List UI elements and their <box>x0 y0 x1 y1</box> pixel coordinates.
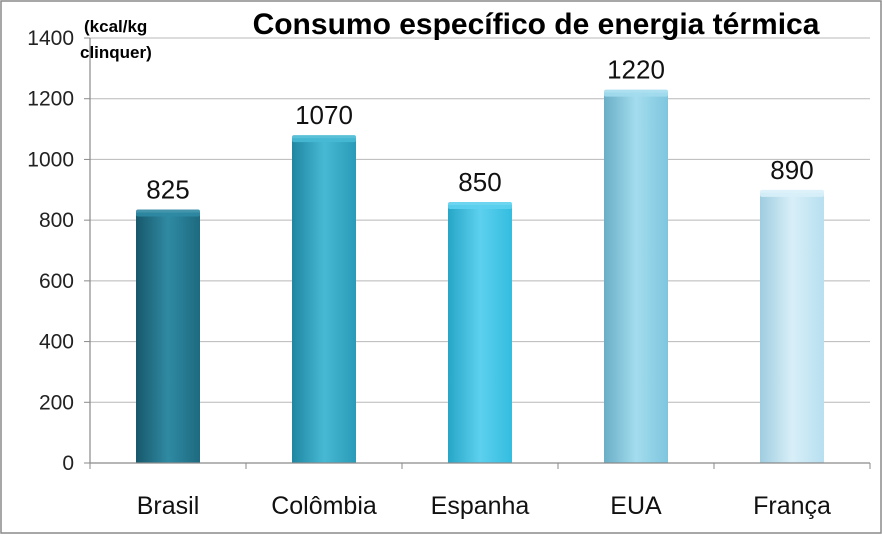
unit-label-line-1: (kcal/kg <box>84 17 147 36</box>
x-tick-label: Espanha <box>431 492 530 520</box>
bar-brasil <box>136 209 200 463</box>
x-tick-label: França <box>753 492 831 520</box>
y-tick-label: 1400 <box>27 27 74 50</box>
data-labels: 825 1070 850 1220 890 <box>146 55 813 205</box>
bar-cap <box>292 135 356 143</box>
y-tick-label: 0 <box>62 452 74 475</box>
y-tick-label: 200 <box>39 391 74 414</box>
data-label-frança: 890 <box>770 155 813 185</box>
y-tick-label: 1000 <box>27 148 74 171</box>
x-tick-label: EUA <box>610 492 662 520</box>
y-tick-label: 600 <box>39 270 74 293</box>
bar-frança <box>760 189 824 464</box>
y-tick-label: 1200 <box>27 88 74 111</box>
x-tick-label: Brasil <box>137 492 200 520</box>
data-label-colômbia: 1070 <box>295 100 353 130</box>
bar-cap <box>760 189 824 197</box>
bar-eua <box>604 89 668 464</box>
bar-colômbia <box>292 135 356 463</box>
bar-body <box>292 138 356 463</box>
bar-body <box>448 204 512 463</box>
unit-label-line-2: clinquer) <box>80 43 152 62</box>
bar-cap <box>136 209 200 217</box>
bar-body <box>136 212 200 463</box>
bar-body <box>760 192 824 464</box>
data-label-eua: 1220 <box>607 55 665 85</box>
y-tick-label: 800 <box>39 209 74 232</box>
bar-cap <box>604 89 668 97</box>
bar-espanha <box>448 201 512 463</box>
bar-cap <box>448 201 512 209</box>
bar-body <box>604 92 668 464</box>
bars <box>136 89 824 464</box>
data-label-brasil: 825 <box>146 175 189 205</box>
x-tick-label: Colômbia <box>271 492 377 520</box>
data-label-espanha: 850 <box>458 167 501 197</box>
y-tick-label: 400 <box>39 331 74 354</box>
chart-title: Consumo específico de energia térmica <box>253 8 820 41</box>
axes: 0 200 400 600 800 1000 1200 1400 Brasil Colômbia E… <box>27 27 871 520</box>
